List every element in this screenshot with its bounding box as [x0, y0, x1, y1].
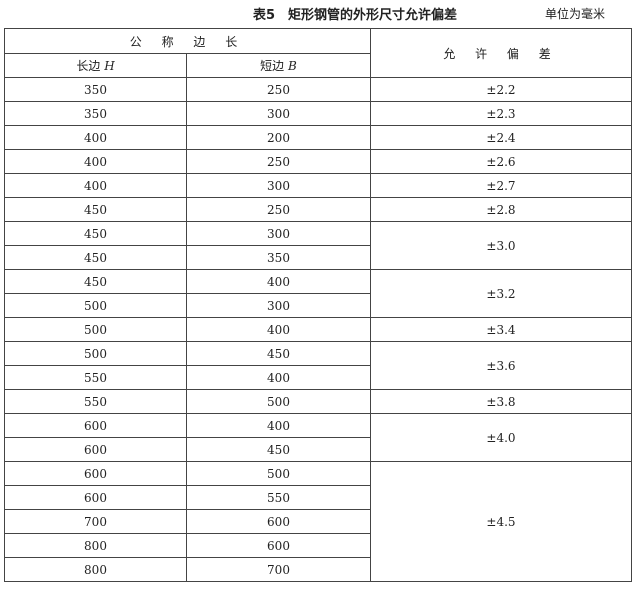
short-side-cell: 400	[186, 317, 371, 342]
header-tolerance: 允 许 偏 差	[370, 28, 632, 78]
long-side-cell: 500	[4, 293, 187, 318]
short-side-cell: 300	[186, 173, 371, 198]
header-short-side: 短边 B	[186, 53, 371, 78]
table-caption: 表5 矩形钢管的外形尺寸允许偏差 单位为毫米	[0, 4, 641, 24]
tolerance-cell: ±2.7	[370, 173, 632, 198]
long-side-cell: 600	[4, 437, 187, 462]
table-row: 400 200 ±2.4	[4, 125, 632, 150]
long-side-cell: 800	[4, 533, 187, 558]
tolerance-table: 公 称 边 长 允 许 偏 差 长边 H 短边 B 350 250 ±2.2 350 3…	[4, 28, 632, 582]
tolerance-cell: ±2.3	[370, 101, 632, 126]
short-side-cell: 400	[186, 365, 371, 390]
tolerance-cell: ±4.0	[370, 413, 632, 462]
long-side-cell: 400	[4, 125, 187, 150]
table-row: 350 300 ±2.3	[4, 101, 632, 126]
table-row: 400 300 ±2.7	[4, 173, 632, 198]
long-side-cell: 450	[4, 269, 187, 294]
tolerance-cell: ±3.4	[370, 317, 632, 342]
tolerance-cell: ±3.2	[370, 269, 632, 318]
header-nominal-side: 公 称 边 长	[4, 28, 371, 54]
short-side-cell: 400	[186, 413, 371, 438]
short-side-cell: 300	[186, 101, 371, 126]
table-row: 350 250 ±2.2	[4, 77, 632, 102]
short-side-cell: 250	[186, 149, 371, 174]
tolerance-cell: ±3.8	[370, 389, 632, 414]
table-row: 600 550	[4, 485, 632, 510]
table-row: 400 250 ±2.6	[4, 149, 632, 174]
table-row: 500 400 ±3.4	[4, 317, 632, 342]
short-side-cell: 450	[186, 341, 371, 366]
tolerance-cell: ±4.5	[370, 461, 632, 582]
tolerance-cell: ±2.2	[370, 77, 632, 102]
table-row: 600 500 ±4.5	[4, 461, 632, 582]
short-side-cell: 350	[186, 245, 371, 270]
long-side-cell: 500	[4, 317, 187, 342]
table-row: 550 400	[4, 365, 632, 390]
short-side-cell: 700	[186, 557, 371, 582]
short-side-cell: 200	[186, 125, 371, 150]
short-side-cell: 300	[186, 293, 371, 318]
long-side-cell: 450	[4, 221, 187, 246]
tolerance-cell: ±2.6	[370, 149, 632, 174]
table-row: 450 300 ±3.0	[4, 221, 632, 270]
long-side-cell: 500	[4, 341, 187, 366]
long-side-cell: 600	[4, 461, 187, 486]
short-side-cell: 250	[186, 197, 371, 222]
tolerance-cell: ±3.0	[370, 221, 632, 270]
table-row: 700 600	[4, 509, 632, 534]
header-long-side: 长边 H	[4, 53, 187, 78]
long-side-cell: 550	[4, 389, 187, 414]
table-row: 450 250 ±2.8	[4, 197, 632, 222]
long-side-cell: 600	[4, 413, 187, 438]
long-side-cell: 450	[4, 245, 187, 270]
tolerance-cell: ±2.8	[370, 197, 632, 222]
long-side-cell: 600	[4, 485, 187, 510]
short-side-cell: 500	[186, 389, 371, 414]
short-side-cell: 450	[186, 437, 371, 462]
short-side-cell: 250	[186, 77, 371, 102]
table-row: 600 400 ±4.0	[4, 413, 632, 462]
table-row: 800 700	[4, 557, 632, 582]
unit-note: 单位为毫米	[545, 7, 606, 21]
table-row: 450 350	[4, 245, 632, 270]
short-side-cell: 600	[186, 533, 371, 558]
short-side-cell: 500	[186, 461, 371, 486]
short-side-cell: 300	[186, 221, 371, 246]
short-side-cell: 600	[186, 509, 371, 534]
long-side-cell: 350	[4, 101, 187, 126]
table-row: 600 450	[4, 437, 632, 462]
long-side-cell: 450	[4, 197, 187, 222]
tolerance-cell: ±3.6	[370, 341, 632, 390]
table-row: 500 450 ±3.6	[4, 341, 632, 390]
short-side-cell: 400	[186, 269, 371, 294]
long-side-cell: 350	[4, 77, 187, 102]
long-side-cell: 700	[4, 509, 187, 534]
table-row: 450 400 ±3.2	[4, 269, 632, 318]
table-row: 550 500 ±3.8	[4, 389, 632, 414]
long-side-cell: 400	[4, 173, 187, 198]
long-side-cell: 800	[4, 557, 187, 582]
short-side-cell: 550	[186, 485, 371, 510]
long-side-cell: 550	[4, 365, 187, 390]
table-row: 800 600	[4, 533, 632, 558]
table-title: 表5 矩形钢管的外形尺寸允许偏差	[253, 8, 458, 23]
long-side-cell: 400	[4, 149, 187, 174]
tolerance-cell: ±2.4	[370, 125, 632, 150]
